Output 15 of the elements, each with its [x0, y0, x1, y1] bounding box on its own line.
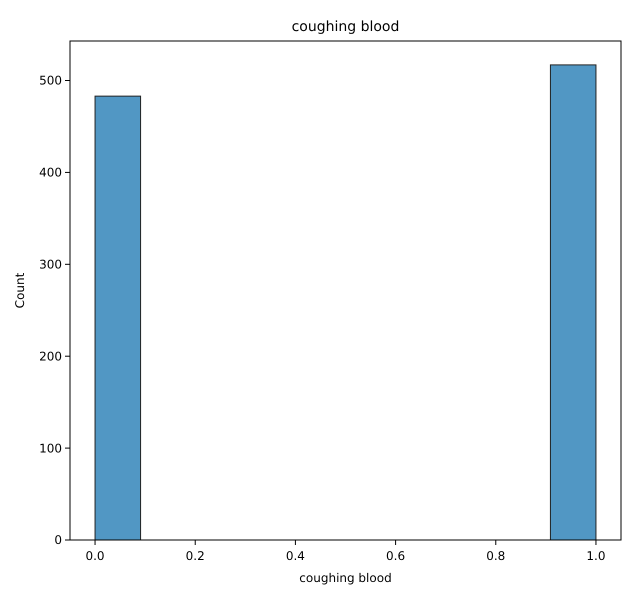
x-tick-label: 1.0 [586, 549, 606, 563]
y-tick-label: 200 [39, 349, 62, 364]
x-tick-label: 0.8 [486, 549, 506, 563]
y-tick-label: 400 [39, 166, 62, 180]
y-axis-title: Count [13, 272, 27, 308]
x-axis-title: coughing blood [299, 571, 392, 585]
y-tick-label: 300 [39, 258, 62, 272]
chart-title: coughing blood [292, 19, 400, 35]
x-tick-label: 0.6 [386, 549, 406, 563]
x-tick-label: 0.2 [186, 549, 205, 563]
x-tick-label: 0.0 [86, 549, 105, 563]
x-tick-label: 0.4 [286, 549, 305, 563]
y-tick-label: 0 [54, 533, 62, 548]
y-tick-label: 500 [39, 74, 62, 88]
y-tick-label: 100 [39, 441, 62, 456]
